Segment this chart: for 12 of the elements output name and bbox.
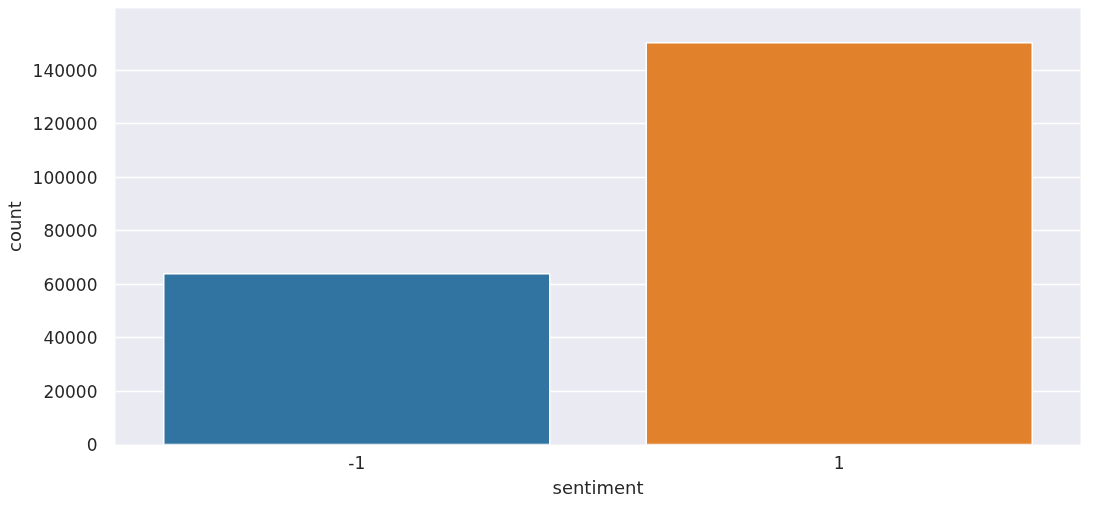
x-tick-label: -1 [348,452,366,473]
y-axis-title: count [3,201,25,252]
y-tick-label: 20000 [43,381,98,402]
y-tick-label: 100000 [32,167,98,188]
y-tick-label: 40000 [43,328,98,349]
y-tick-label: 0 [86,435,98,455]
y-tick-label: 60000 [43,274,98,295]
x-axis-title: sentiment [552,476,644,498]
x-tick-label: 1 [833,452,845,473]
y-tick-label: 140000 [32,60,98,81]
y-tick-label: 120000 [32,114,98,135]
y-tick-label: 80000 [43,221,98,242]
